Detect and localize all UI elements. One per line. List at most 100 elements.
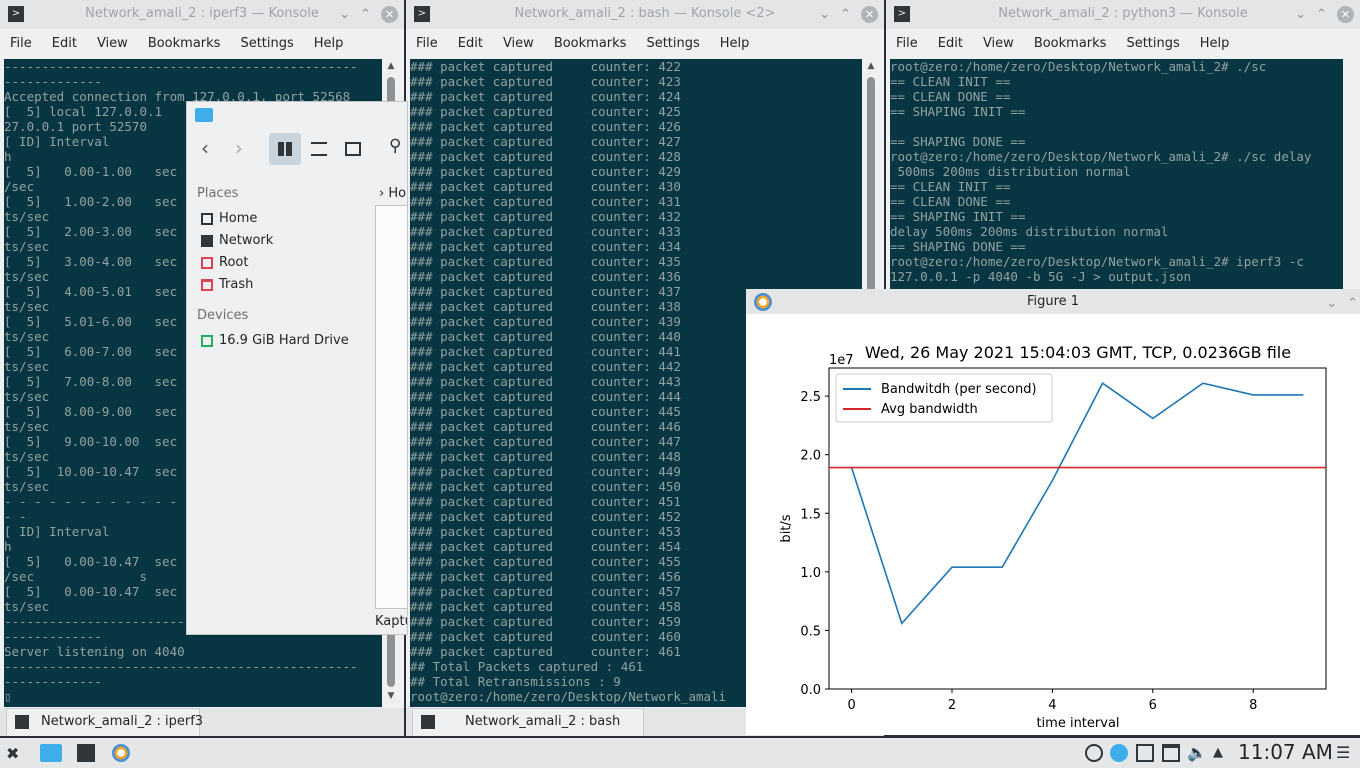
place-home[interactable]: Home: [201, 211, 257, 226]
forward-icon[interactable]: ›: [235, 136, 243, 160]
breadcrumb[interactable]: › Ho: [379, 186, 407, 201]
minimize-icon[interactable]: ⌄: [1295, 6, 1307, 22]
terminal-line: [ 5] 7.00-8.00 sec: [4, 374, 178, 389]
konsole-taskbar-icon[interactable]: [77, 744, 95, 762]
file-view[interactable]: [375, 205, 407, 609]
minimize-icon[interactable]: ⌄: [1326, 295, 1338, 311]
menu-file[interactable]: File: [10, 36, 32, 51]
breadcrumb-home[interactable]: Ho: [388, 186, 407, 201]
clipboard-icon[interactable]: [1162, 744, 1180, 762]
home-icon: [201, 212, 213, 225]
menu-bookmarks[interactable]: Bookmarks: [1033, 36, 1107, 51]
terminal-line: ### packet captured counter: 427: [410, 134, 681, 149]
menu-settings[interactable]: Settings: [240, 36, 294, 51]
terminal-line: ### packet captured counter: 443: [410, 374, 681, 389]
terminal-line: root@zero:/home/zero/Desktop/Network_ama…: [890, 59, 1267, 74]
terminal-line: == CLEAN DONE ==: [890, 194, 1011, 209]
search-icon[interactable]: ⚲: [389, 136, 402, 156]
minimize-icon[interactable]: ⌄: [339, 6, 351, 22]
tab-bash[interactable]: Network_amali_2 : bash: [412, 708, 644, 736]
tab-iperf3[interactable]: Network_amali_2 : iperf3: [6, 708, 203, 736]
details-view-icon[interactable]: [311, 142, 327, 156]
konsole-python3-window: > Network_amali_2 : python3 — Konsole ⌄ …: [886, 0, 1360, 300]
window-title: Network_amali_2 : iperf3 — Konsole: [85, 6, 319, 21]
menu-edit[interactable]: Edit: [457, 36, 483, 51]
terminal-line: ts/sec: [4, 599, 50, 614]
place-network[interactable]: Network: [201, 233, 273, 248]
title-bar[interactable]: > Network_amali_2 : bash — Konsole <2> ⌄…: [406, 0, 884, 29]
close-icon[interactable]: ✕: [1337, 5, 1354, 23]
title-bar[interactable]: Figure 1 ⌄ ⌃: [746, 289, 1360, 314]
menu-view[interactable]: View: [502, 36, 534, 51]
terminal-line: [ 5] 0.00-10.47 sec: [4, 554, 178, 569]
terminal-output[interactable]: ### packet captured counter: 422 ### pack…: [410, 59, 862, 707]
terminal-line: ts/sec: [4, 329, 50, 344]
figure-taskbar-icon[interactable]: [112, 744, 130, 762]
device-hard-drive[interactable]: 16.9 GiB Hard Drive: [201, 333, 349, 348]
maximize-icon[interactable]: ⌃: [840, 6, 851, 22]
terminal-output[interactable]: root@zero:/home/zero/Desktop/Network_ama…: [890, 59, 1343, 300]
y-tick-label: 1.0: [800, 566, 821, 581]
menu-help[interactable]: Help: [1199, 36, 1230, 51]
scroll-down-icon[interactable]: ▼: [387, 691, 395, 701]
maximize-icon[interactable]: ⌃: [1316, 6, 1327, 22]
menu-edit[interactable]: Edit: [51, 36, 77, 51]
place-root[interactable]: Root: [201, 255, 248, 270]
network-status-icon[interactable]: [1110, 744, 1128, 762]
panel-menu-icon[interactable]: ☰: [1336, 743, 1351, 762]
konsole-icon: >: [8, 6, 24, 22]
folder-icon: [195, 108, 213, 122]
close-icon[interactable]: ✕: [381, 5, 398, 23]
terminal-line: ▯: [4, 689, 12, 704]
back-icon[interactable]: ‹: [201, 136, 209, 160]
volume-icon[interactable]: 🔈: [1187, 743, 1207, 762]
x-tick-label: 0: [847, 698, 855, 713]
terminal-line: ----------------------------------------…: [4, 59, 358, 74]
terminal-line: ### packet captured counter: 423: [410, 74, 681, 89]
terminal-line: == SHAPING DONE ==: [890, 134, 1026, 149]
maximize-icon[interactable]: ⌃: [1347, 295, 1358, 311]
terminal-line: ts/sec: [4, 389, 50, 404]
y-tick-label: 0.5: [800, 624, 821, 639]
status-bar: Kaptu: [375, 614, 407, 629]
split-view-icon[interactable]: [345, 142, 361, 156]
menu-view[interactable]: View: [982, 36, 1014, 51]
menu-bookmarks[interactable]: Bookmarks: [553, 36, 627, 51]
menu-edit[interactable]: Edit: [937, 36, 963, 51]
menu-help[interactable]: Help: [313, 36, 344, 51]
terminal-line: [ ID] Interval: [4, 134, 110, 149]
dolphin-taskbar-icon[interactable]: [40, 744, 62, 762]
x-tick-label: 4: [1048, 698, 1056, 713]
terminal-line: ### packet captured counter: 436: [410, 269, 681, 284]
menu-help[interactable]: Help: [719, 36, 750, 51]
terminal-line: ts/sec: [4, 269, 50, 284]
title-bar[interactable]: > Network_amali_2 : iperf3 — Konsole ⌄ ⌃…: [0, 0, 404, 29]
window-title: Figure 1: [1026, 294, 1080, 309]
terminal-line: ### packet captured counter: 429: [410, 164, 681, 179]
place-trash[interactable]: Trash: [201, 277, 253, 292]
clock[interactable]: 11:07 AM: [1238, 740, 1333, 764]
terminal-line: ### packet captured counter: 434: [410, 239, 681, 254]
terminal-line: [ 5] 3.00-4.00 sec: [4, 254, 178, 269]
scroll-up-icon[interactable]: ▲: [867, 61, 875, 71]
maximize-icon[interactable]: ⌃: [360, 6, 371, 22]
menu-settings[interactable]: Settings: [646, 36, 700, 51]
tray-expand-icon[interactable]: ▲: [1213, 745, 1223, 760]
title-bar[interactable]: > Network_amali_2 : python3 — Konsole ⌄ …: [886, 0, 1360, 29]
scroll-up-icon[interactable]: ▲: [387, 61, 395, 71]
close-icon[interactable]: ✕: [861, 5, 878, 23]
devices-icon[interactable]: [1136, 744, 1154, 762]
menu-settings[interactable]: Settings: [1126, 36, 1180, 51]
menu-file[interactable]: File: [416, 36, 438, 51]
terminal-tab-icon: [421, 715, 435, 729]
hard-drive-icon: [201, 334, 213, 347]
menu-file[interactable]: File: [896, 36, 918, 51]
minimize-icon[interactable]: ⌄: [819, 6, 831, 22]
menu-bookmarks[interactable]: Bookmarks: [147, 36, 221, 51]
menu-view[interactable]: View: [96, 36, 128, 51]
updates-icon[interactable]: [1085, 744, 1103, 762]
terminal-line: [ 5] 0.00-1.00 sec: [4, 164, 178, 179]
app-launcher-icon[interactable]: ✖: [6, 744, 20, 763]
terminal-line: ### packet captured counter: 446: [410, 419, 681, 434]
terminal-line: ts/sec: [4, 449, 50, 464]
